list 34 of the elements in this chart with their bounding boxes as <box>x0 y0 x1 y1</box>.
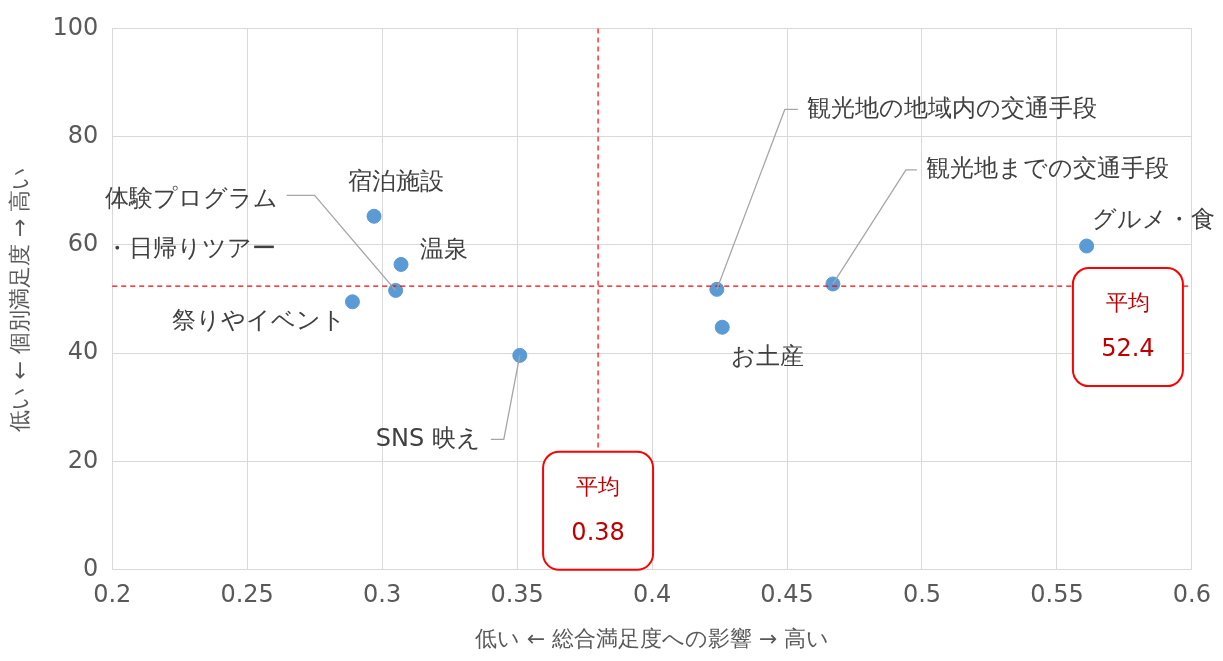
annotation: お土産 <box>731 342 805 371</box>
x-tick-label: 0.5 <box>902 580 942 609</box>
x-tick-label: 0.55 <box>1030 580 1084 609</box>
x-tick-label: 0.45 <box>760 580 814 609</box>
annotation: グルメ・食 <box>1091 205 1215 234</box>
y-tick-label: 100 <box>52 12 99 41</box>
point <box>344 294 360 310</box>
y-tick-label: 0 <box>82 554 99 583</box>
annotation: 観光地までの交通手段 <box>925 154 1169 183</box>
point <box>1079 238 1095 254</box>
x-tick-label: 0.3 <box>363 580 402 609</box>
y-tick-label: 80 <box>67 120 99 149</box>
point <box>714 319 730 335</box>
x-tick-label: 0.4 <box>632 580 672 609</box>
annotation: 祭りやイベント <box>172 306 347 335</box>
point <box>366 208 382 224</box>
x-tick-label: 0.6 <box>1172 580 1211 609</box>
y-axis-title: 低い ← 個別満足度 → 高い <box>6 166 32 432</box>
x-tick-label: 0.2 <box>93 580 132 609</box>
x-tick-label: 0.35 <box>490 580 544 609</box>
y-tick-label: 20 <box>67 445 99 474</box>
annotation: 観光地の地域内の交通手段 <box>806 93 1097 122</box>
annotation: 温泉 <box>420 234 469 263</box>
x-axis-title: 低い ← 総合満足度への影響 → 高い <box>474 625 830 651</box>
ref-line-label: 平均 0.38 <box>571 473 625 547</box>
point <box>512 347 528 363</box>
annotation: 宿泊施設 <box>348 166 445 195</box>
point <box>393 256 409 272</box>
annotation: 体験プログラム・日帰りツアー <box>104 183 278 262</box>
x-tick-label: 0.25 <box>220 580 274 609</box>
y-tick-label: 40 <box>67 337 99 366</box>
annotation: SNS 映え <box>375 423 481 452</box>
y-tick-label: 60 <box>67 229 99 258</box>
ref-line-label: 平均 52.4 <box>1101 289 1155 363</box>
